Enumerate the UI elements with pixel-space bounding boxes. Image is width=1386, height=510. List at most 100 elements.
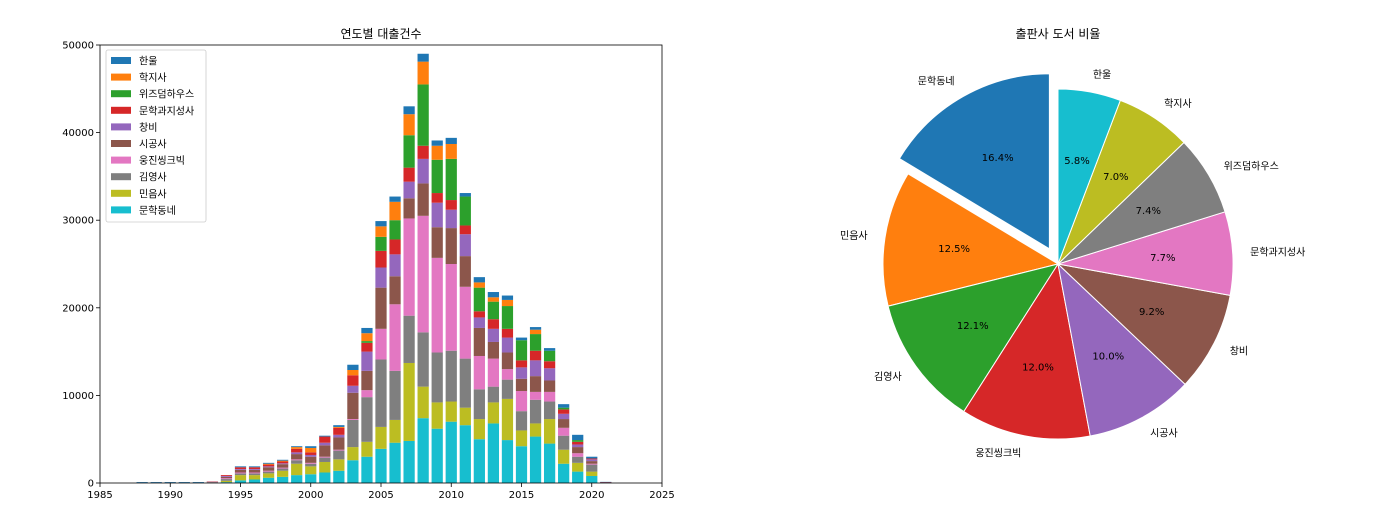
x-tick-label: 2005 (368, 490, 393, 501)
bar-segment (501, 295, 514, 300)
bar-segment (487, 301, 500, 320)
bar-segment (572, 447, 584, 454)
bar-segment (431, 193, 443, 203)
bar-segment (333, 450, 345, 460)
pie-slice (963, 262, 1091, 440)
bar-segment (543, 401, 556, 420)
bar-segment (543, 391, 556, 402)
legend-swatch (111, 189, 131, 197)
bar-segment (234, 473, 247, 476)
bar-segment (347, 447, 359, 461)
bar-segment (487, 319, 500, 329)
bar-segment (459, 358, 471, 408)
bar-segment (220, 475, 233, 477)
bar-segment (501, 398, 514, 441)
bar-segment (515, 340, 528, 361)
bar-segment (262, 466, 275, 468)
legend-swatch (111, 206, 131, 214)
bar-segment (220, 480, 233, 483)
legend-swatch (111, 156, 131, 164)
y-tick-label: 40000 (62, 128, 94, 139)
bar-segment (529, 329, 542, 335)
bar-segment (375, 426, 387, 449)
bar-segment (291, 447, 303, 449)
bar-segment (347, 419, 359, 420)
bar-segment (501, 337, 514, 353)
bar-segment (361, 341, 373, 343)
x-tick-label: 2010 (439, 490, 464, 501)
bar-segment (277, 476, 289, 483)
bar-segment (417, 61, 429, 85)
bar-segment (248, 467, 261, 469)
legend-entry: 웅진씽크빅 (139, 155, 185, 167)
bar-segment (459, 193, 471, 197)
bar-segment (473, 287, 485, 312)
bar-segment (347, 392, 359, 420)
bar-segment (572, 462, 584, 472)
bar-segment (220, 475, 233, 476)
bar-segment (347, 419, 359, 448)
bar-segment (459, 234, 471, 257)
bar-segment (529, 360, 542, 377)
bar-segment (375, 226, 387, 237)
bar-segment (558, 427, 570, 436)
bar-segment (389, 254, 401, 277)
bar-segment (473, 317, 485, 328)
bar-segment (417, 215, 429, 333)
bar-segment (347, 460, 359, 483)
pie-percent-label: 16.4% (982, 153, 1014, 164)
legend-entry: 문학과지성사 (139, 105, 194, 117)
bar-segment (319, 461, 331, 473)
bar-segment (361, 370, 373, 391)
bar-segment (305, 452, 317, 455)
bar-segment (543, 350, 556, 362)
bar-segment (431, 227, 443, 258)
bar-segment (501, 352, 514, 370)
bar-segment (572, 456, 584, 463)
bar-segment (459, 196, 471, 226)
bar-segment (234, 480, 247, 483)
legend-swatch (111, 173, 131, 181)
bar-segment (291, 446, 303, 448)
legend-entry: 위즈덤하우스 (139, 88, 194, 101)
pie-slice (887, 263, 1060, 413)
x-tick-label: 2015 (509, 490, 534, 501)
bar-segment (291, 454, 303, 460)
bar-segment (389, 442, 401, 483)
bar-series-group (136, 53, 612, 484)
bar-segment (305, 466, 317, 475)
legend-entry: 문학동네 (139, 205, 176, 217)
bar-segment (262, 470, 275, 472)
pie-labels: 문학동네 16.4% 민음사 12.5% 김영사 12.1% 웅진씽크빅 12.0% 시공사 10… (840, 69, 1305, 459)
bar-segment (487, 358, 500, 387)
bar-segment (319, 472, 331, 483)
bar-segment (333, 425, 345, 427)
bar-segment (501, 299, 514, 307)
bar-segment (431, 159, 443, 194)
bar-segment (361, 390, 373, 398)
bar-segment (319, 445, 331, 457)
bar-segment (375, 328, 387, 360)
bar-segment (403, 106, 415, 115)
bar-segment (248, 473, 261, 476)
bar-segment (417, 53, 429, 62)
bar-segment (164, 482, 176, 483)
legend-swatch (111, 106, 131, 114)
bar-segment (361, 327, 373, 334)
x-tick-label: 2020 (579, 490, 604, 501)
bar-segment (473, 327, 485, 356)
bar-segment (375, 287, 387, 329)
legend-entry: 창비 (139, 122, 157, 134)
bar-segment (375, 448, 387, 483)
bar-segment (473, 355, 485, 390)
bar-segment (234, 467, 247, 469)
bar-segment (361, 456, 373, 483)
pie-chart: 출판사 도서 비율 문학동네 16.4% 민음사 12.5% 김영사 12.1% 웅진씽크빅… (840, 27, 1305, 459)
legend-swatch (111, 57, 131, 64)
bar-segment (459, 425, 471, 483)
bar-segment (431, 145, 443, 160)
bar-segment (487, 297, 500, 302)
pie-slice (1057, 88, 1121, 265)
bar-segment (586, 471, 598, 476)
